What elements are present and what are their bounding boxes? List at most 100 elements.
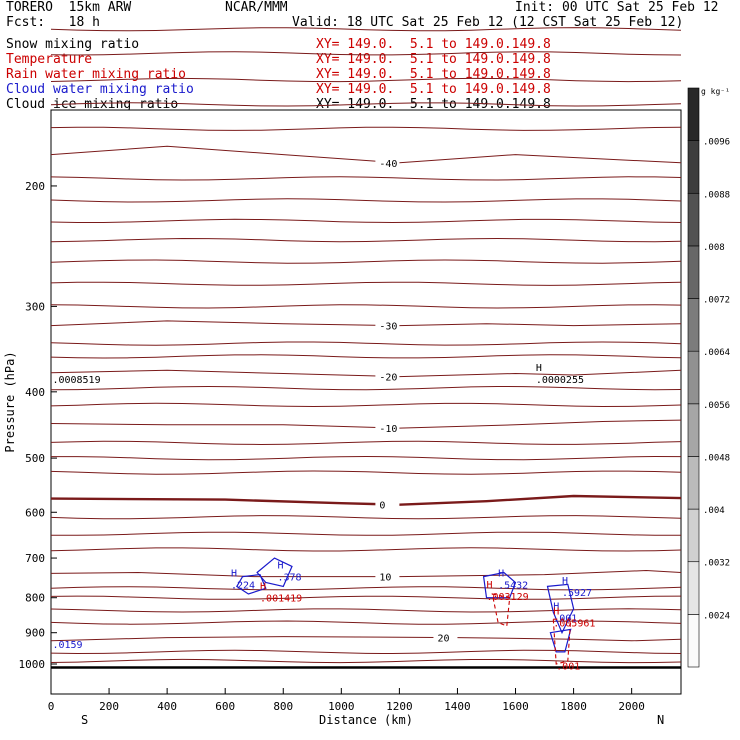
colorbar-tick-label: .0056 [703, 401, 730, 411]
background-isotherm [50, 126, 682, 131]
y-tick-label: 400 [25, 386, 45, 399]
cloud-contour [549, 628, 572, 653]
field-name: Cloud water mixing ratio [6, 82, 194, 97]
field-name: Temperature [6, 52, 93, 67]
background-isotherm [50, 281, 682, 286]
colorbar-segment [687, 140, 700, 194]
cloud-contour [256, 557, 293, 588]
isotherm-label-bg [375, 422, 400, 435]
background-isotherm [50, 595, 682, 600]
background-isotherm [50, 515, 682, 520]
init-label: Init: 00 UTC Sat 25 Feb 12 [515, 0, 719, 15]
colorbar-tick-label: .0088 [703, 190, 730, 200]
cloud-contour [482, 571, 517, 599]
background-isotherm [50, 658, 682, 664]
isotherm-line [50, 145, 682, 164]
colorbar-segment [687, 245, 700, 299]
x-axis-label: Distance (km) [319, 713, 413, 727]
y-tick-label: 500 [25, 452, 45, 465]
extremum-symbol: H [498, 568, 504, 579]
extremum-symbol: H [486, 580, 492, 591]
north-label: N [657, 713, 664, 727]
y-tick-label: 200 [25, 180, 45, 193]
y-tick-label: 700 [25, 552, 45, 565]
background-isotherm [50, 51, 682, 56]
valid-label: Valid: 18 UTC Sat 25 Feb 12 (12 CST Sat … [292, 15, 684, 30]
south-label: S [81, 713, 88, 727]
colorbar-segment [687, 403, 700, 457]
y-tick-label: 600 [25, 506, 45, 519]
extremum-value: .224 [231, 580, 255, 591]
isotherm-label: -40 [379, 159, 397, 170]
extremum-value: .001419 [260, 594, 302, 605]
colorbar-unit: g kg⁻¹ [701, 87, 730, 96]
background-isotherm [50, 237, 682, 243]
isotherm-label-bg [375, 498, 400, 511]
isotherm-label: 20 [437, 634, 449, 645]
field-xy: XY= 149.0. 5.1 to 149.0.149.8 [316, 52, 551, 67]
extremum-symbol: H [260, 582, 266, 593]
background-isotherm [50, 402, 682, 408]
isotherm-label: -20 [379, 373, 397, 384]
colorbar-tick-label: .008 [703, 243, 725, 253]
extremum-value: .0008519 [52, 375, 100, 386]
extremum-value: .0159 [52, 640, 82, 651]
colorbar-tick-label: .0064 [703, 348, 730, 358]
extremum-symbol: H [277, 561, 283, 572]
extremum-value: .5927 [562, 588, 592, 599]
isotherm-label: -10 [379, 424, 397, 435]
rain-contour [491, 593, 511, 627]
isotherm-label-bg [433, 631, 458, 644]
extremum-value: .005961 [553, 619, 595, 630]
colorbar-segment [687, 87, 700, 141]
org-label: NCAR/MMM [225, 0, 288, 15]
y-tick-label: 300 [25, 300, 45, 313]
colorbar-segment [687, 561, 700, 615]
background-isotherm [50, 531, 681, 536]
extremum-value: .0000255 [536, 375, 584, 386]
extremum-symbol: H [536, 363, 542, 374]
background-isotherm [50, 547, 682, 552]
plot-frame [50, 109, 682, 695]
isotherm-line [50, 569, 682, 578]
x-tick-label: 2000 [618, 700, 645, 713]
isotherm-line [50, 636, 682, 642]
extremum-symbol: H [562, 576, 568, 587]
colorbar-segment [687, 192, 700, 247]
background-isotherm [50, 259, 682, 264]
x-tick-label: 200 [99, 700, 119, 713]
y-tick-label: 800 [25, 592, 45, 605]
isotherm-line [50, 369, 682, 378]
background-isotherm [50, 608, 682, 613]
extremum-value: .001 [553, 613, 577, 624]
colorbar-segment [687, 456, 700, 510]
extremum-value: .5432 [498, 580, 528, 591]
field-xy: XY= 149.0. 5.1 to 149.0.149.8 [316, 37, 551, 52]
cloud-contour [235, 573, 267, 595]
extremum-value: .001 [556, 661, 580, 672]
isotherm-line [50, 320, 682, 327]
background-isotherm [50, 304, 682, 309]
field-xy: XY= 149.0. 5.1 to 149.0.149.8 [316, 97, 551, 112]
colorbar-tick-label: .004 [703, 506, 725, 516]
x-tick-label: 600 [215, 700, 235, 713]
isotherm-label-bg [375, 370, 400, 383]
y-tick-label: 900 [25, 627, 45, 640]
y-tick-label: 1000 [19, 658, 46, 671]
background-isotherm [50, 102, 682, 107]
cloud-contour [546, 583, 575, 635]
background-isotherm [50, 440, 682, 446]
field-xy: XY= 149.0. 5.1 to 149.0.149.8 [316, 82, 551, 97]
isotherm-label-bg [375, 156, 400, 169]
isotherm-label: 0 [379, 501, 385, 512]
colorbar-tick-label: .0024 [703, 611, 730, 621]
colorbar-segment [687, 350, 700, 405]
x-tick-label: 1000 [328, 700, 355, 713]
background-isotherm [50, 470, 682, 475]
x-tick-label: 1400 [444, 700, 471, 713]
background-isotherm [50, 354, 682, 359]
y-axis-label: Pressure (hPa) [3, 351, 17, 452]
background-isotherm [51, 455, 682, 461]
background-isotherm [50, 176, 682, 181]
fcst-label: Fcst: 18 h [6, 15, 100, 30]
